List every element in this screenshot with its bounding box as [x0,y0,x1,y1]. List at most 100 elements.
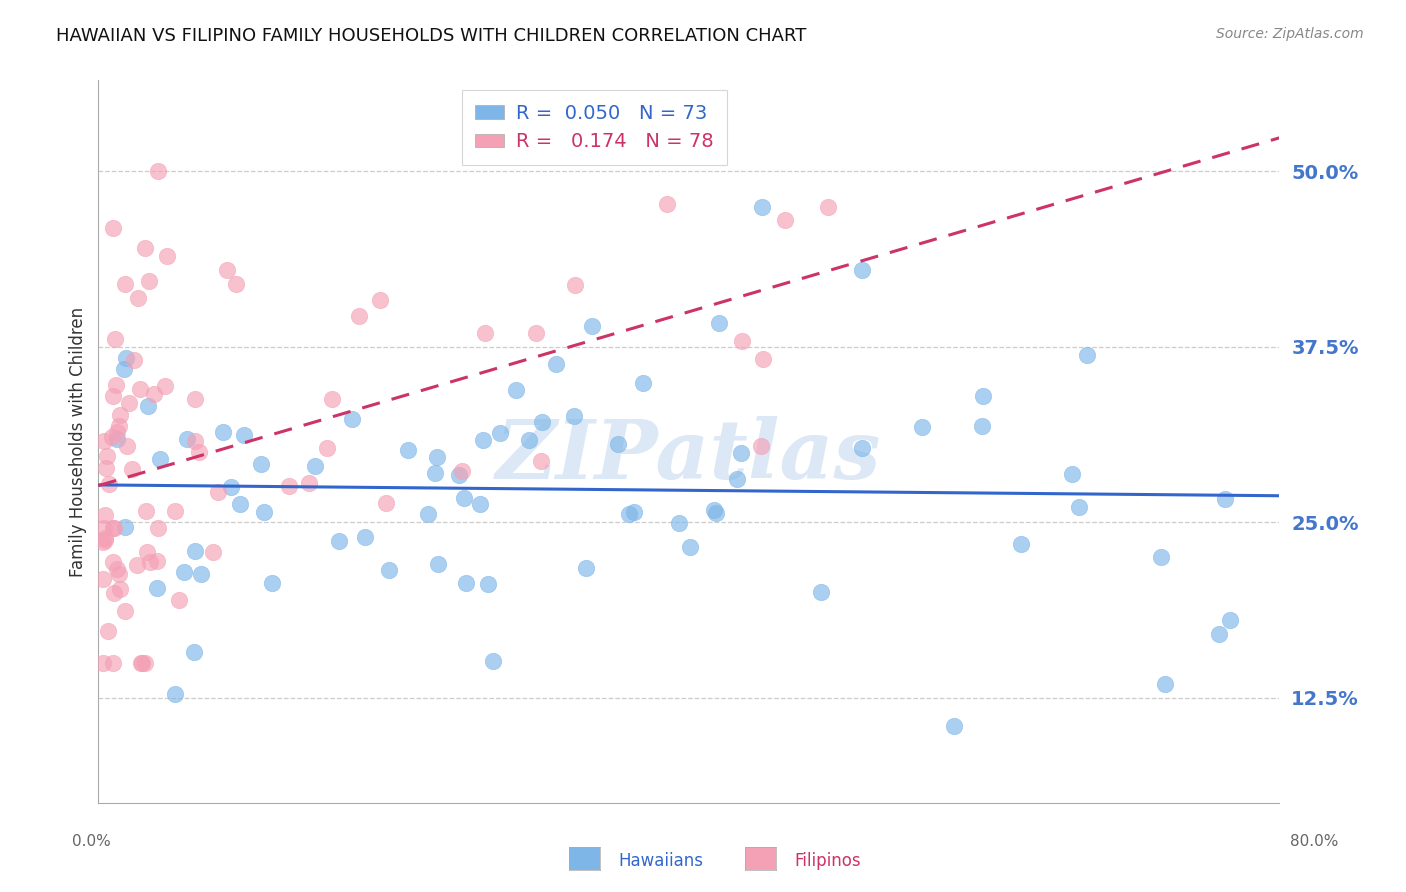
Point [94,461,117,475]
Point [751,352,773,367]
Point [114,277,136,291]
Point [134,656,156,670]
Point [530,454,553,468]
Point [368,293,391,308]
Point [91,534,114,549]
Point [942,718,965,732]
Point [142,387,165,401]
Point [110,582,132,596]
Point [668,516,690,530]
Point [1060,467,1083,481]
Point [817,200,839,214]
Point [114,604,136,618]
Point [703,503,725,517]
Point [418,508,440,522]
Point [481,654,503,668]
Point [530,415,553,429]
Point [1154,676,1177,690]
Point [229,497,252,511]
Point [93,521,115,535]
Point [911,419,934,434]
Point [749,439,772,453]
Point [94,531,117,545]
Point [623,505,645,519]
Point [851,262,873,277]
Point [1150,550,1173,565]
Text: 0.0%: 0.0% [72,834,111,849]
Point [468,497,491,511]
Point [707,316,730,330]
Point [148,164,170,178]
Point [1069,500,1091,515]
Point [108,418,131,433]
Point [524,326,547,340]
Point [730,445,752,459]
Point [103,389,125,403]
Y-axis label: Family Households with Children: Family Households with Children [69,307,87,576]
Point [488,425,510,440]
Point [93,434,115,449]
Point [101,430,124,444]
Point [91,656,114,670]
Point [201,545,224,559]
Point [167,593,190,607]
Point [449,467,471,482]
Point [575,561,598,575]
Point [190,567,212,582]
Point [1076,348,1098,362]
Point [519,434,541,448]
Point [217,262,239,277]
Point [423,467,446,481]
Point [207,485,229,500]
Point [114,351,136,365]
Point [173,566,195,580]
Point [105,425,128,439]
Point [731,334,754,349]
Point [725,472,748,486]
Point [134,241,156,255]
Point [340,412,363,426]
Point [108,408,131,422]
Point [456,575,478,590]
Point [101,220,124,235]
Point [146,581,169,595]
Point [105,562,128,576]
Legend: R =  0.050   N = 73, R =   0.174   N = 78: R = 0.050 N = 73, R = 0.174 N = 78 [461,90,727,165]
Point [212,425,235,439]
Point [94,533,117,547]
Point [96,449,118,463]
Point [138,274,160,288]
Point [103,521,125,535]
Point [427,557,450,571]
Point [374,496,396,510]
Point [219,480,242,494]
Point [562,409,585,423]
Point [135,504,157,518]
Point [97,477,120,491]
Point [972,418,994,433]
Text: 80.0%: 80.0% [1291,834,1339,849]
Point [581,318,603,333]
Point [176,432,198,446]
Point [315,441,337,455]
Point [184,434,207,449]
Text: Filipinos: Filipinos [794,852,860,870]
Point [298,476,321,491]
Point [546,357,568,371]
Point [122,353,145,368]
Point [810,585,832,599]
Point [112,362,135,376]
Point [187,444,209,458]
Point [564,278,586,293]
Point [103,656,125,670]
Point [260,576,283,591]
Point [163,504,186,518]
Point [1213,492,1236,507]
Point [505,383,527,397]
Point [131,656,153,670]
Point [426,450,449,464]
Point [704,506,727,520]
Point [149,451,172,466]
Point [146,554,169,568]
Point [91,572,114,586]
